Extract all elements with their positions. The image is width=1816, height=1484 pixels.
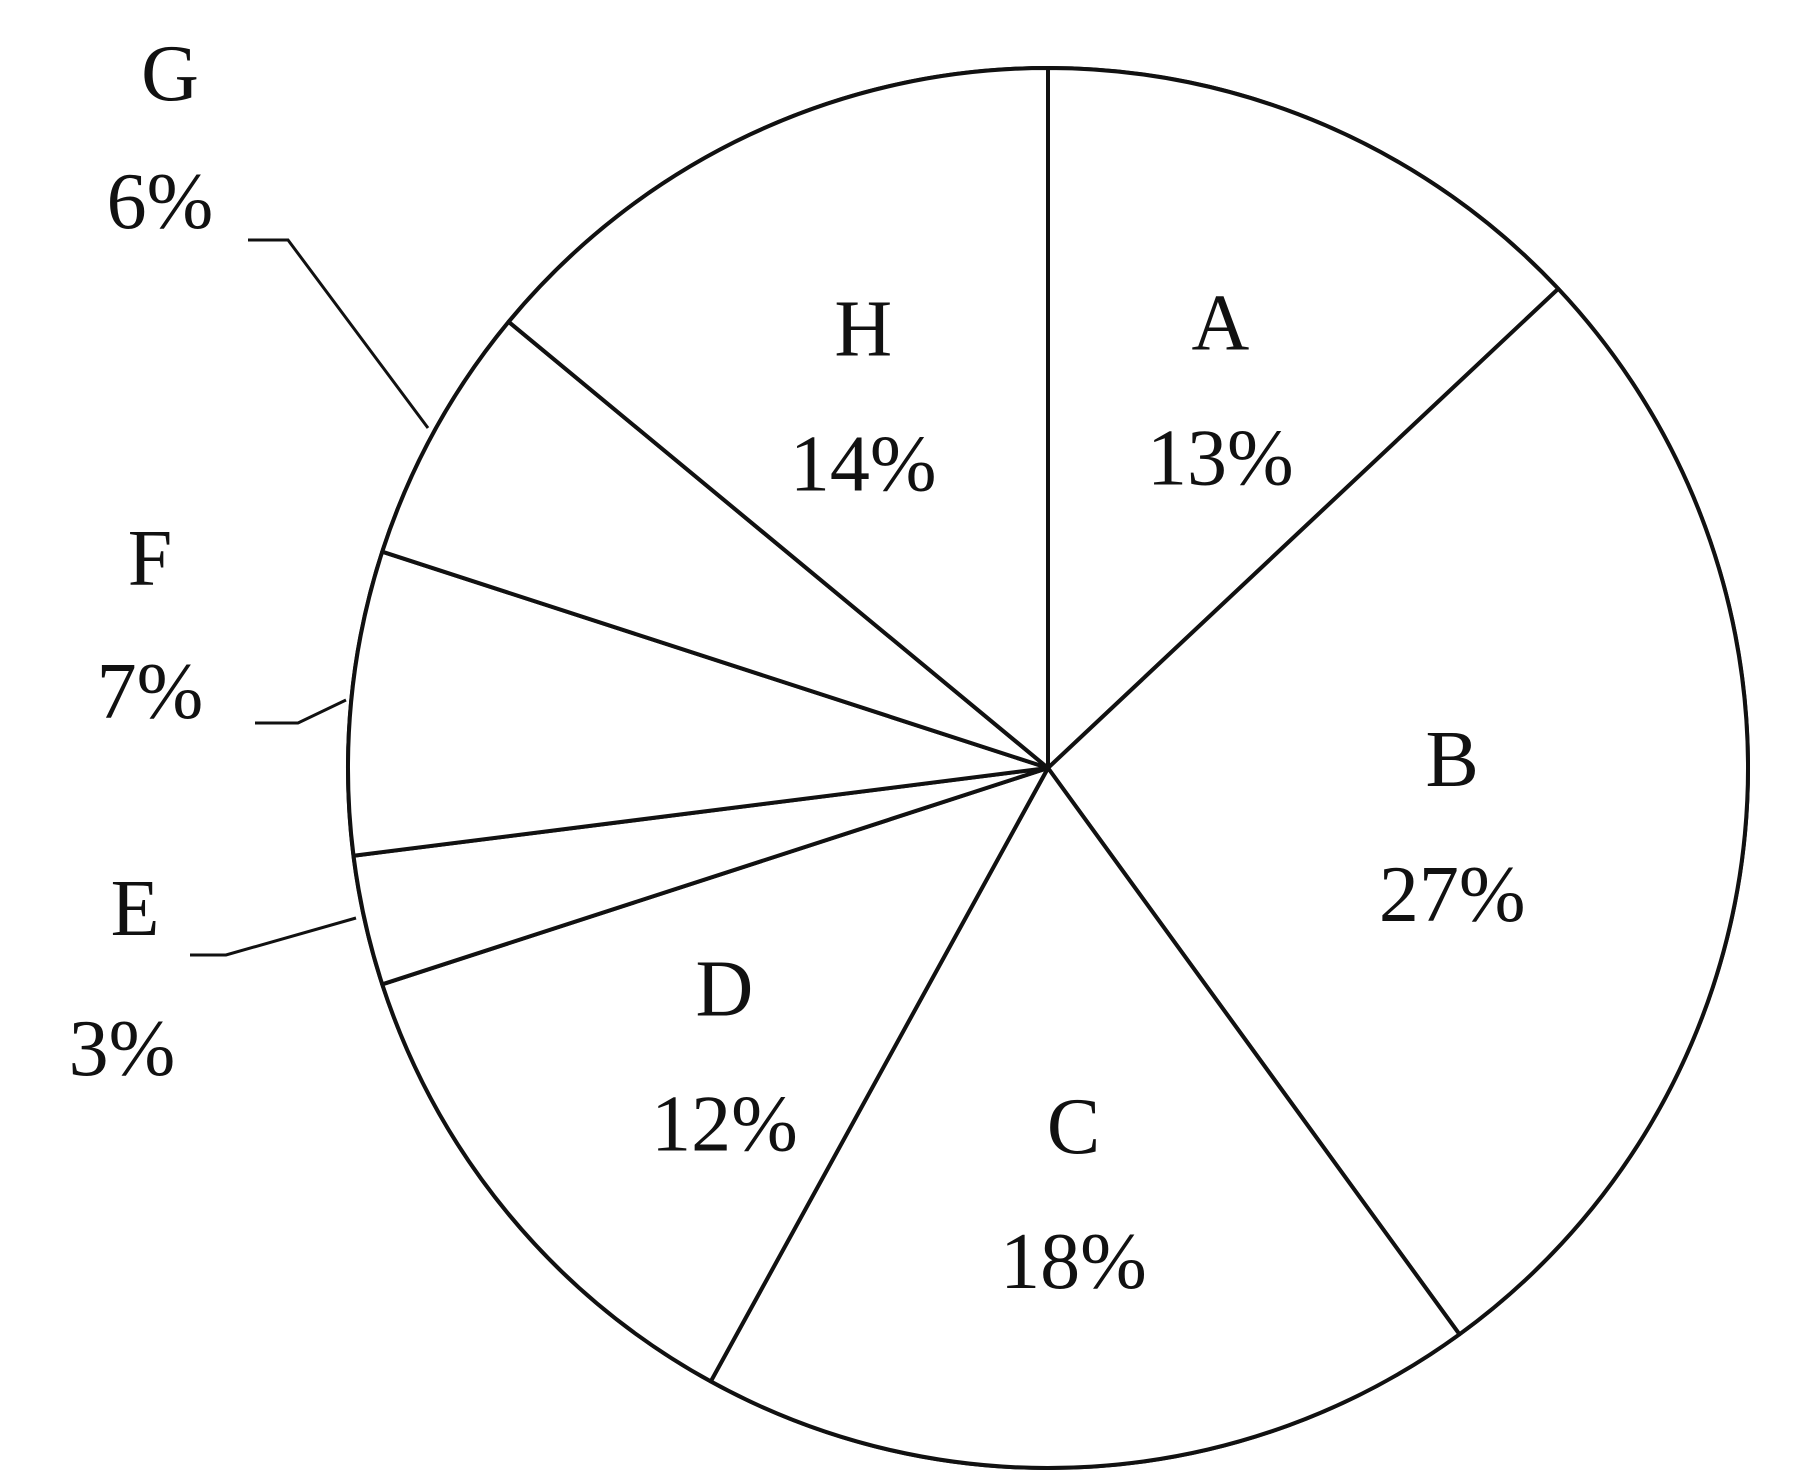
slice-value-c: 18%	[1000, 1218, 1147, 1306]
slice-label-b: B	[1426, 716, 1479, 804]
slice-value-b: 27%	[1379, 851, 1526, 939]
slices-layer	[346, 66, 1751, 1470]
leader-line-g	[248, 238, 430, 429]
slice-label-f: F	[128, 515, 173, 603]
slice-label-g: G	[141, 30, 199, 118]
pie-slice-d	[380, 766, 1050, 1384]
pie-slice-f	[346, 549, 1050, 858]
slice-value-d: 12%	[651, 1081, 798, 1169]
slice-label-e: E	[111, 865, 160, 953]
slice-value-e: 3%	[69, 1005, 176, 1093]
labels-layer: A 13% B 27% C 18% D 12% E 3% F 7% G 6% H 14%	[69, 30, 1526, 1306]
pie-slice-g	[380, 319, 1050, 770]
slice-label-d: D	[695, 946, 753, 1034]
leader-line-f	[255, 698, 347, 725]
pie-slice-a	[1046, 66, 1561, 770]
slice-value-a: 13%	[1147, 415, 1294, 503]
leader-lines-layer	[190, 238, 430, 957]
slice-label-h: H	[834, 285, 892, 373]
slice-label-a: A	[1191, 280, 1249, 368]
pie-slice-b	[1046, 286, 1751, 1337]
slice-value-h: 14%	[790, 420, 937, 508]
slice-value-g: 6%	[107, 158, 214, 246]
slice-value-f: 7%	[97, 648, 204, 736]
pie-slice-h	[506, 66, 1050, 770]
leader-line-e	[190, 916, 357, 957]
slice-label-c: C	[1047, 1083, 1100, 1171]
pie-slice-c	[708, 766, 1462, 1470]
